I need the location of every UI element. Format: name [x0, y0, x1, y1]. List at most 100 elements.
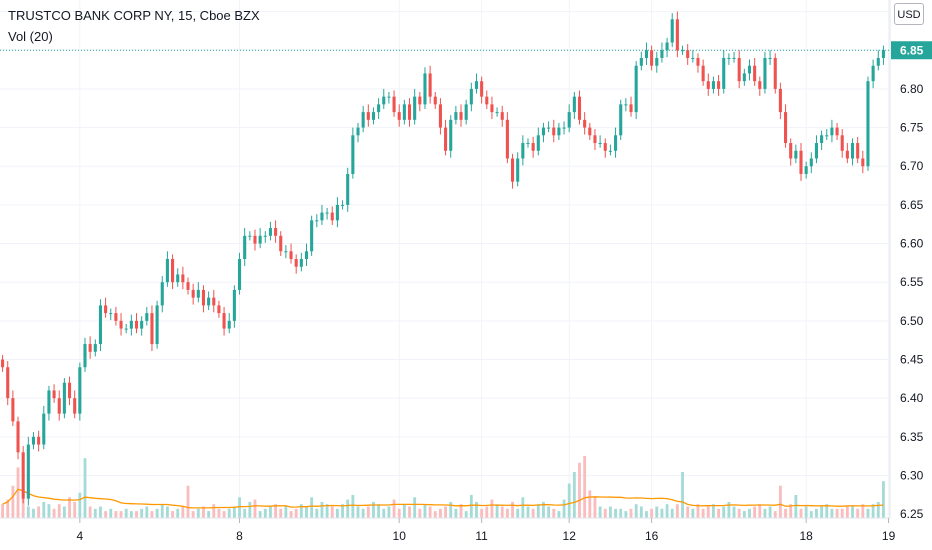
candle-body [397, 112, 401, 120]
candle-body [237, 259, 242, 290]
x-tick-label: 4 [76, 529, 83, 543]
candle [274, 220, 278, 243]
candle-body [799, 150, 803, 174]
volume-bar [526, 506, 530, 518]
price-axis[interactable]: 6.906.856.806.756.706.656.606.556.506.45… [900, 5, 924, 522]
volume-bar [145, 506, 149, 518]
volume-bar [222, 511, 226, 518]
candle [655, 51, 659, 73]
candle [47, 385, 51, 421]
candle [304, 243, 309, 266]
volume-indicator-label[interactable]: Vol (20) [8, 29, 53, 44]
volume-bar [402, 504, 406, 518]
candle-body [165, 259, 169, 283]
candle [181, 266, 185, 290]
volume-bar [274, 504, 278, 518]
candle-body [629, 104, 633, 113]
volume-bar [140, 508, 144, 518]
candle-body [119, 320, 123, 329]
candle-body [423, 73, 427, 105]
volume-bar [758, 504, 762, 518]
candle-body [227, 320, 231, 329]
candle-body [21, 452, 25, 499]
candle [171, 254, 175, 290]
time-axis[interactable]: 4 8 10 11 12 16 18 19 [76, 518, 896, 543]
volume-bar [706, 506, 710, 518]
candle [407, 98, 412, 127]
volume-bar [454, 508, 458, 518]
y-tick-label: 6.35 [900, 430, 924, 444]
candle-body [335, 204, 339, 221]
y-tick-label: 6.65 [900, 198, 924, 212]
candle-body [850, 143, 855, 159]
volume-bar [320, 501, 324, 518]
candle-body [325, 212, 329, 214]
volume-bar [665, 504, 669, 518]
candle-body [619, 104, 623, 136]
candle-body [768, 57, 772, 59]
volume-bar [475, 501, 478, 518]
candle [140, 316, 144, 336]
candle [639, 51, 643, 71]
volume-bar [305, 506, 308, 518]
candle [78, 362, 82, 421]
volume-bar [165, 506, 169, 518]
candle-body [392, 96, 396, 113]
candle-body [820, 135, 824, 144]
candle-body [557, 127, 561, 136]
candle [444, 119, 448, 156]
x-tick-label: 12 [563, 529, 577, 543]
volume-bar [588, 490, 592, 518]
volume-bar [11, 485, 15, 518]
volume-bar [191, 511, 195, 518]
volume-bar [624, 511, 628, 518]
candle-body [134, 320, 139, 329]
volume-bar [279, 508, 283, 518]
volume-bar [1, 504, 4, 518]
volume-bar [418, 508, 422, 518]
volume-bar [104, 511, 108, 518]
candle-body [263, 235, 267, 237]
candle-body [57, 398, 61, 414]
candle-body [732, 57, 736, 59]
candle-body [881, 50, 885, 58]
candle [83, 337, 87, 372]
candle [119, 313, 123, 336]
candle [104, 297, 108, 318]
candle-body [706, 81, 710, 89]
candle [176, 268, 180, 287]
candle [160, 276, 164, 313]
volume-bar [645, 511, 648, 518]
candle [201, 285, 206, 313]
volume-bar [315, 508, 319, 518]
volume-bar [696, 504, 700, 518]
candle-body [78, 367, 82, 414]
candle-body [253, 235, 257, 244]
candle [850, 138, 855, 166]
candle-body [469, 88, 473, 105]
x-tick-label: 16 [645, 529, 659, 543]
candle-body [402, 104, 406, 120]
candle [351, 127, 355, 179]
volume-bar [670, 508, 674, 518]
horizontal-gridlines [0, 11, 890, 515]
candle-body [866, 81, 870, 167]
volume-bar [21, 497, 25, 518]
volume-bar [557, 511, 561, 518]
candle [438, 98, 442, 135]
currency-button[interactable]: USD [894, 3, 924, 25]
candle-body [124, 328, 128, 330]
y-tick-label: 6.40 [900, 391, 924, 405]
volume-bar [748, 508, 751, 518]
candle [634, 61, 638, 120]
candle-body [258, 235, 262, 244]
candle-body [160, 282, 164, 306]
volume-bar [6, 499, 10, 518]
volume-bar [495, 504, 499, 518]
candle [820, 130, 824, 150]
candle-body [207, 297, 211, 306]
candle [165, 251, 169, 287]
candle [799, 143, 803, 181]
candle-body [351, 135, 355, 174]
